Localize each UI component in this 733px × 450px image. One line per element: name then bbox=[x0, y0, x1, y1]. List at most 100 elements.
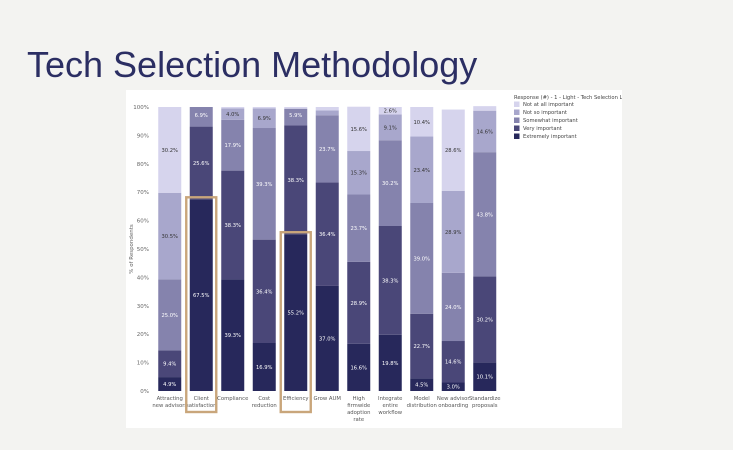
x-tick-label: workflow bbox=[378, 410, 402, 416]
data-label: 14.6% bbox=[477, 129, 494, 135]
y-tick-label: 70% bbox=[137, 190, 149, 196]
x-tick-label: proposals bbox=[472, 403, 498, 409]
bar-segment bbox=[189, 126, 213, 200]
data-label: 37.0% bbox=[319, 336, 336, 342]
x-tick-label: firmwide bbox=[347, 403, 370, 409]
highlight-box bbox=[279, 231, 312, 414]
bar-segment bbox=[221, 279, 245, 391]
data-label: 39.0% bbox=[414, 256, 431, 262]
y-tick-label: 90% bbox=[137, 133, 149, 139]
data-label: 10.4% bbox=[414, 120, 431, 126]
bar-segment bbox=[158, 377, 182, 391]
bar-segment bbox=[252, 239, 276, 344]
bar-segment bbox=[252, 108, 276, 129]
data-label: 67.5% bbox=[193, 293, 210, 299]
data-label: 5.9% bbox=[289, 113, 302, 119]
bar-segment bbox=[410, 378, 434, 391]
bar-segment bbox=[284, 234, 308, 391]
x-tick-label: Efficiency bbox=[283, 396, 309, 402]
bar-segment bbox=[347, 194, 371, 262]
x-tick-label: Grow AUM bbox=[314, 396, 342, 402]
data-label: 15.6% bbox=[351, 127, 368, 133]
data-label: 2.6% bbox=[384, 109, 397, 115]
data-label: 14.6% bbox=[445, 360, 462, 366]
y-tick-label: 50% bbox=[137, 247, 149, 253]
bar-segment bbox=[158, 279, 182, 351]
data-label: 16.9% bbox=[256, 365, 273, 371]
bar-segment bbox=[189, 199, 213, 391]
x-tick-label: distribution bbox=[407, 403, 437, 409]
data-label: 36.4% bbox=[319, 232, 336, 238]
data-label: 36.4% bbox=[256, 289, 273, 295]
x-tick-label: Client bbox=[194, 396, 209, 402]
bar-segment bbox=[284, 125, 308, 235]
data-label: 19.8% bbox=[382, 361, 399, 367]
data-label: 28.6% bbox=[445, 148, 462, 154]
data-label: 23.7% bbox=[319, 147, 336, 153]
bar-segment bbox=[315, 110, 339, 116]
x-tick-label: High bbox=[353, 396, 365, 402]
bar-segment bbox=[221, 170, 245, 280]
data-label: 4.0% bbox=[226, 112, 239, 118]
x-tick-label: adoption bbox=[347, 410, 370, 416]
data-label: 55.2% bbox=[288, 311, 305, 317]
highlight-box bbox=[185, 196, 218, 414]
bar-segment bbox=[158, 107, 182, 193]
x-tick-label: onboarding bbox=[438, 403, 468, 409]
bar-segment bbox=[252, 107, 276, 109]
legend-label: Not so important bbox=[523, 110, 567, 116]
x-tick-label: reduction bbox=[252, 403, 277, 409]
bar-segment bbox=[378, 140, 402, 226]
data-label: 4.9% bbox=[163, 382, 176, 388]
data-label: 25.0% bbox=[162, 313, 179, 319]
data-label: 6.9% bbox=[195, 113, 208, 119]
bar-segment bbox=[315, 285, 339, 391]
legend-label: Not at all important bbox=[523, 102, 574, 108]
bar-segment bbox=[378, 107, 402, 115]
bar-segment bbox=[473, 106, 497, 111]
legend-label: Somewhat important bbox=[523, 118, 578, 124]
data-label: 28.9% bbox=[445, 230, 462, 236]
data-label: 24.0% bbox=[445, 305, 462, 311]
data-label: 17.9% bbox=[225, 143, 242, 149]
y-tick-label: 40% bbox=[137, 275, 149, 281]
legend-swatch bbox=[514, 125, 520, 131]
data-label: 30.2% bbox=[477, 317, 494, 323]
bar-segment bbox=[410, 136, 434, 203]
data-label: 16.6% bbox=[351, 365, 368, 371]
data-label: 9.1% bbox=[384, 125, 397, 131]
bar-segment bbox=[315, 115, 339, 183]
bar-segment bbox=[441, 341, 465, 383]
x-tick-label: Compliance bbox=[217, 396, 248, 402]
bar-segment bbox=[252, 343, 276, 391]
data-label: 38.3% bbox=[382, 278, 399, 284]
data-label: 38.3% bbox=[288, 178, 305, 184]
bar-segment bbox=[221, 108, 245, 120]
bar-segment bbox=[347, 343, 371, 391]
data-label: 15.3% bbox=[351, 171, 368, 177]
bar-segment bbox=[410, 313, 434, 379]
data-label: 10.1% bbox=[477, 375, 494, 381]
bar-segment bbox=[441, 272, 465, 342]
data-label: 9.4% bbox=[163, 362, 176, 368]
bar-segment bbox=[347, 151, 371, 195]
bar-segment bbox=[473, 362, 497, 391]
data-label: 3.0% bbox=[447, 385, 460, 391]
data-label: 25.6% bbox=[193, 161, 210, 167]
bar-segment bbox=[158, 350, 182, 378]
bar-segment bbox=[221, 107, 245, 109]
bar-segment bbox=[410, 107, 434, 137]
bar-segment bbox=[378, 114, 402, 141]
y-tick-label: 0% bbox=[140, 389, 149, 395]
y-axis-label: % of Respondents bbox=[129, 224, 135, 274]
legend-swatch bbox=[514, 101, 520, 107]
bar-segment bbox=[473, 152, 497, 277]
x-tick-label: New advisor bbox=[437, 396, 470, 402]
bar-segment bbox=[347, 261, 371, 344]
bar-segment bbox=[378, 225, 402, 335]
stacked-bar-chart: 0% 10% 20% 30% 40% 50% 60% 70% 80% 90% 100% % of Re… bbox=[129, 95, 634, 423]
legend-label: Extremely important bbox=[523, 134, 577, 140]
x-tick-label: rate bbox=[353, 417, 364, 423]
y-tick-label: 20% bbox=[137, 332, 149, 338]
x-tick-label: Integrate bbox=[378, 396, 402, 402]
